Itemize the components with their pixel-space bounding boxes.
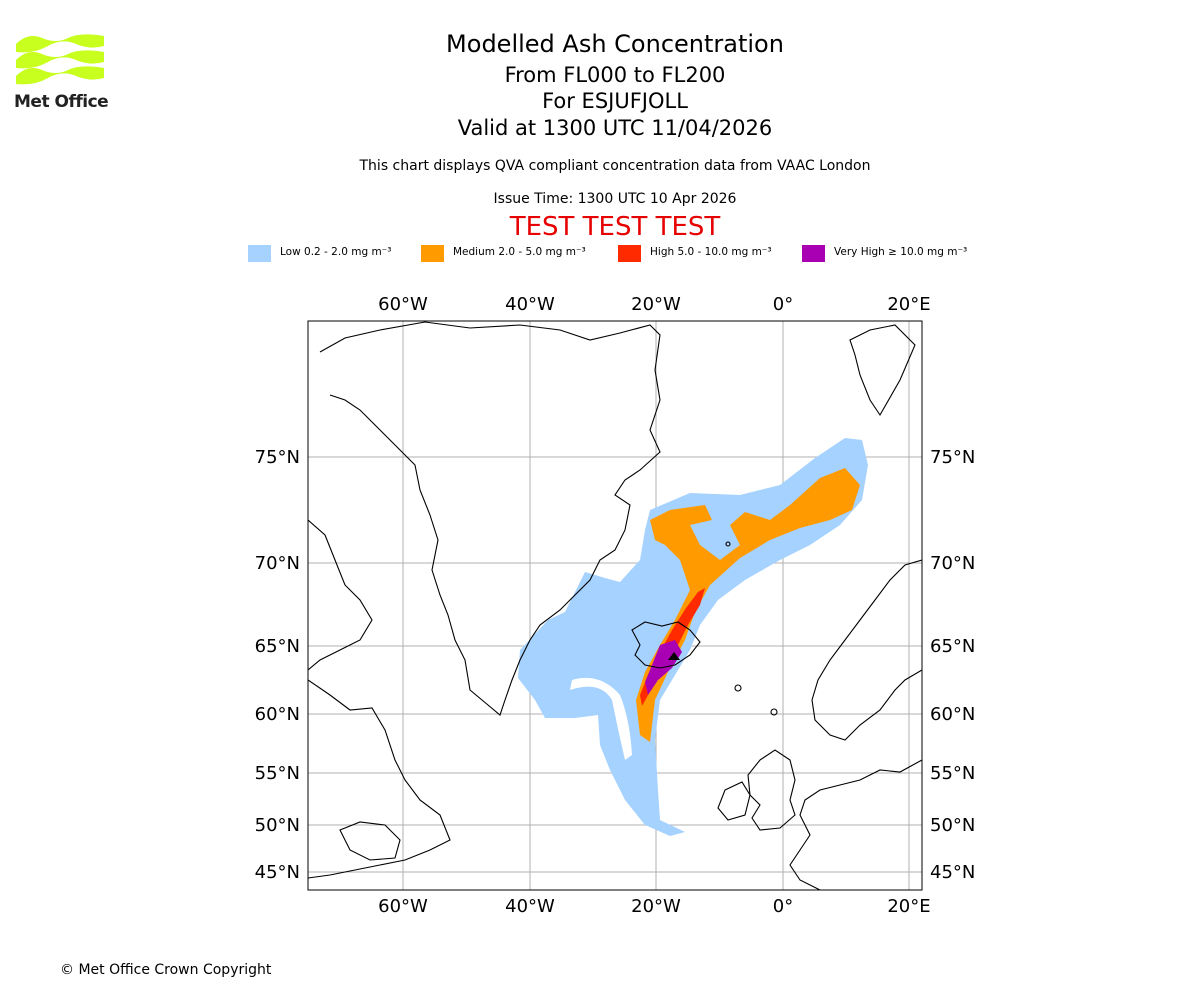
met-office-waves-icon [16, 34, 104, 85]
lat-label-left: 45°N [255, 862, 300, 883]
lat-label-left: 50°N [255, 815, 300, 836]
shetland-islands [770, 708, 778, 716]
compliance-note: This chart displays QVA compliant concen… [359, 158, 871, 174]
iceland-coast [631, 621, 701, 669]
map-frame [307, 320, 923, 891]
ash-gap-area [570, 677, 632, 760]
volcano-marker-icon [668, 652, 680, 660]
lon-label-bottom: 20°E [887, 896, 930, 917]
legend-label-very-high: Very High ≥ 10.0 mg m⁻³ [834, 246, 968, 258]
lat-label-right: 60°N [930, 704, 975, 725]
legend-label-medium: Medium 2.0 - 5.0 mg m⁻³ [453, 246, 586, 258]
chart-title: Modelled Ash Concentration [446, 30, 784, 58]
test-banner: TEST TEST TEST [509, 212, 721, 242]
jan-mayen [725, 541, 731, 547]
ash-medium-area [636, 468, 860, 742]
lon-label-bottom: 20°W [631, 896, 681, 917]
lon-label-top: 60°W [378, 294, 428, 315]
ireland-coast [717, 781, 751, 821]
lon-label-bottom: 0° [773, 896, 793, 917]
lon-label-top: 40°W [505, 294, 555, 315]
legend-label-high: High 5.0 - 10.0 mg m⁻³ [650, 246, 772, 258]
legend-swatch-high [618, 245, 641, 262]
top-longitude-labels: 60°W 40°W 20°W 0° 20°E [378, 294, 930, 315]
lon-label-top: 20°E [887, 294, 930, 315]
lat-label-left: 75°N [255, 447, 300, 468]
lat-label-left: 60°N [255, 704, 300, 725]
british-isles-coast [747, 749, 796, 831]
lon-label-bottom: 60°W [378, 896, 428, 917]
lat-label-right: 45°N [930, 862, 975, 883]
volcano-name: For ESJUFJOLL [542, 89, 688, 113]
lon-label-bottom: 40°W [505, 896, 555, 917]
legend-swatch-very-high [802, 245, 825, 262]
issue-time: Issue Time: 1300 UTC 10 Apr 2026 [493, 191, 737, 207]
lat-label-right: 50°N [930, 815, 975, 836]
europe-coast [789, 759, 922, 890]
lat-label-left: 55°N [255, 763, 300, 784]
met-office-logo: Met Office [14, 30, 114, 112]
valid-time: Valid at 1300 UTC 11/04/2026 [457, 116, 773, 140]
lat-label-right: 55°N [930, 763, 975, 784]
lat-label-right: 70°N [930, 553, 975, 574]
coastlines [308, 321, 922, 890]
ash-low-area [518, 438, 868, 836]
right-latitude-labels: 75°N 70°N 65°N 60°N 55°N 50°N 45°N [930, 447, 975, 883]
canada-coast [308, 519, 373, 671]
lat-label-right: 75°N [930, 447, 975, 468]
lat-label-left: 70°N [255, 553, 300, 574]
lon-label-top: 0° [773, 294, 793, 315]
legend-swatch-medium [421, 245, 444, 262]
lat-label-right: 65°N [930, 636, 975, 657]
lon-label-top: 20°W [631, 294, 681, 315]
legend-label-low: Low 0.2 - 2.0 mg m⁻³ [280, 246, 392, 258]
svalbard-coast [849, 324, 916, 417]
left-latitude-labels: 75°N 70°N 65°N 60°N 55°N 50°N 45°N [255, 447, 300, 883]
flight-levels: From FL000 to FL200 [504, 63, 726, 87]
greenland-coast [319, 321, 661, 716]
lat-label-left: 65°N [255, 636, 300, 657]
labrador-coast [308, 679, 451, 879]
legend-swatch-low [248, 245, 271, 262]
copyright-notice: © Met Office Crown Copyright [60, 962, 272, 978]
bottom-longitude-labels: 60°W 40°W 20°W 0° 20°E [378, 896, 930, 917]
faroe-islands [734, 684, 742, 692]
newfoundland-coast [339, 821, 401, 861]
scandinavia-coast [811, 559, 922, 741]
logo-wordmark: Met Office [14, 92, 109, 112]
